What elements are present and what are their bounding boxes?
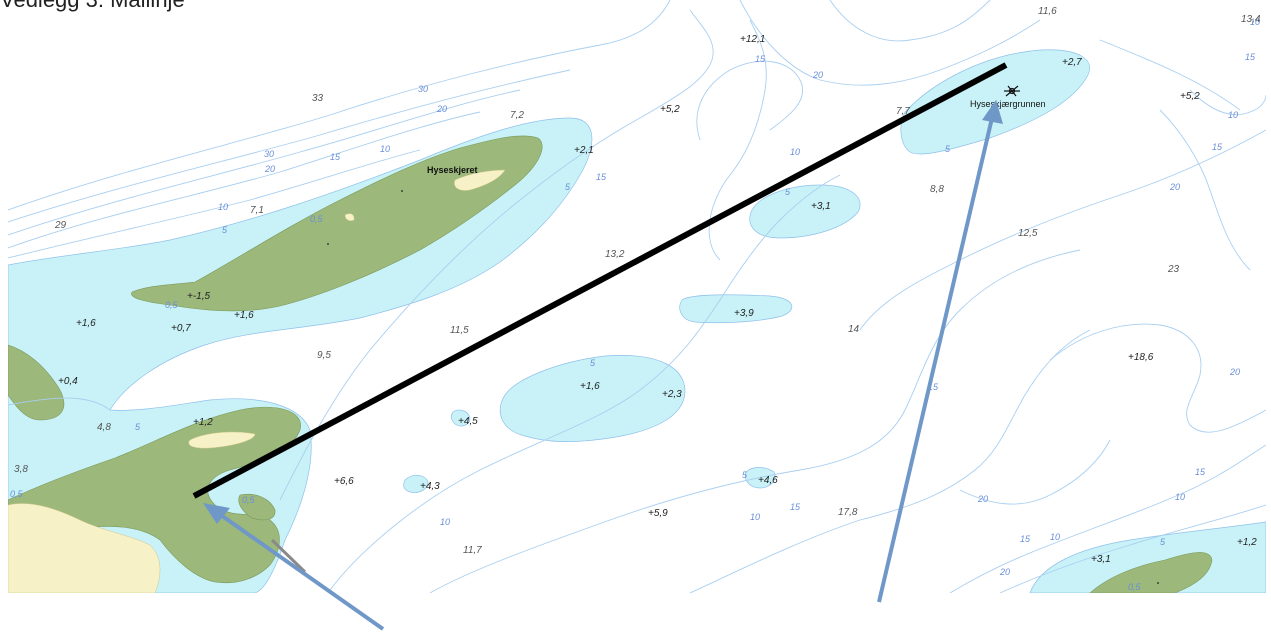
depth-value: 7,1 xyxy=(250,205,264,216)
shoal-name: Hyseskjærgrunnen xyxy=(970,99,1046,109)
depth-value: 12,5 xyxy=(1018,228,1038,239)
rock-dots xyxy=(327,190,1159,584)
sounding: +0,4 xyxy=(58,376,78,387)
depth-value: 4,8 xyxy=(97,422,111,433)
depth-value: 3,8 xyxy=(14,464,28,475)
contour-label: 20 xyxy=(999,567,1010,577)
wreck-symbol-icon xyxy=(1004,85,1020,97)
contour-label: 0,5 xyxy=(1128,582,1142,592)
depth-value: 7,2 xyxy=(510,110,524,121)
depth-value: 11,6 xyxy=(1038,6,1057,17)
contour-label: 5 xyxy=(222,225,228,235)
contour-label: 10 xyxy=(440,517,450,527)
contour-label: 20 xyxy=(812,70,823,80)
contour-label: 10 xyxy=(1228,110,1238,120)
sounding: +4,5 xyxy=(458,416,478,427)
contour-label: 15 xyxy=(596,172,607,182)
depth-value: 9,5 xyxy=(317,350,331,361)
sounding: +1,6 xyxy=(580,381,600,392)
sounding: +12,1 xyxy=(740,34,765,45)
pier xyxy=(270,538,307,574)
contour-labels: 30 20 30 20 15 10 10 5 0,5 0,5 5 15 20 1… xyxy=(10,17,1260,592)
sounding: +6,6 xyxy=(334,476,354,487)
sounding: +4,3 xyxy=(420,481,440,492)
contour-label: 30 xyxy=(418,84,428,94)
depth-value: 11,5 xyxy=(450,325,469,336)
sounding: +1,6 xyxy=(234,310,254,321)
contour-label: 15 xyxy=(928,382,939,392)
contour-label: 20 xyxy=(977,494,988,504)
contour-label: 5 xyxy=(565,182,571,192)
contour-label: 10 xyxy=(218,202,228,212)
depth-value: 7,7 xyxy=(896,106,910,117)
contour-label: 15 xyxy=(330,152,341,162)
arrow-left xyxy=(203,503,385,631)
contour-label: 15 xyxy=(790,502,801,512)
contour-label: 20 xyxy=(1169,182,1180,192)
sounding: +5,9 xyxy=(648,508,668,519)
contour-label: 15 xyxy=(1020,534,1031,544)
sounding: +1,6 xyxy=(76,318,96,329)
contour-label: 5 xyxy=(742,470,748,480)
dry-land xyxy=(8,169,506,593)
depth-values: 33 29 7,1 7,2 13,2 11,5 9,5 4,8 3,8 11,7… xyxy=(14,6,1261,556)
sounding: +2,7 xyxy=(1062,57,1082,68)
depth-value: 11,7 xyxy=(463,545,482,556)
depth-value: 17,8 xyxy=(838,507,858,518)
sounding: +2,1 xyxy=(574,145,594,156)
sounding: +18,6 xyxy=(1128,352,1154,363)
sounding: +2,3 xyxy=(662,389,682,400)
sounding: +5,2 xyxy=(1180,91,1200,102)
depth-contours xyxy=(8,0,1266,593)
contour-label: 15 xyxy=(1195,467,1206,477)
depth-value: 14 xyxy=(848,324,860,335)
sounding: +1,2 xyxy=(1237,537,1257,548)
contour-label: 5 xyxy=(945,144,951,154)
island-name: Hyseskjeret xyxy=(427,165,478,175)
contour-label: 20 xyxy=(1229,367,1240,377)
contour-label: 20 xyxy=(264,164,275,174)
sounding: +3,9 xyxy=(734,308,754,319)
contour-label: 10 xyxy=(1250,17,1260,27)
contour-label: 5 xyxy=(135,422,141,432)
contour-label: 10 xyxy=(750,512,760,522)
chart-area: 30 20 30 20 15 10 10 5 0,5 0,5 5 15 20 1… xyxy=(8,0,1266,593)
depth-value: 13,2 xyxy=(605,249,625,260)
sounding: +1,2 xyxy=(193,417,213,428)
contour-label: 0,5 xyxy=(242,495,256,505)
sounding: +3,1 xyxy=(811,201,831,212)
contour-label: 15 xyxy=(1245,52,1256,62)
land-areas xyxy=(8,135,1213,593)
contour-label: 15 xyxy=(755,54,766,64)
depth-value: 23 xyxy=(1167,264,1180,275)
depth-value: 8,8 xyxy=(930,184,944,195)
contour-label: 0,5 xyxy=(310,214,324,224)
sounding: +0,7 xyxy=(171,323,191,334)
sounding: +4,6 xyxy=(758,475,778,486)
soundings: +12,1 +5,2 +2,1 +-1,5 +1,6 +0,7 +1,6 +0,… xyxy=(58,34,1257,565)
contour-label: 10 xyxy=(1050,532,1060,542)
arrow-right xyxy=(877,100,1003,603)
target-line xyxy=(192,62,1008,499)
contour-label: 0,5 xyxy=(165,300,179,310)
contour-label: 10 xyxy=(380,144,390,154)
contour-label: 0,5 xyxy=(10,489,24,499)
page-title: Vedlegg 3: Mållinje xyxy=(0,0,185,13)
contour-label: 5 xyxy=(785,187,791,197)
depth-value: 13,4 xyxy=(1241,14,1261,25)
contour-label: 10 xyxy=(1175,492,1185,502)
depth-value: 33 xyxy=(312,93,324,104)
contour-label: 5 xyxy=(1160,537,1166,547)
contour-label: 20 xyxy=(436,104,447,114)
contour-label: 15 xyxy=(1212,142,1223,152)
depth-value: 29 xyxy=(54,220,67,231)
contour-label: 10 xyxy=(790,147,800,157)
contour-label: 5 xyxy=(590,358,596,368)
contour-label: 30 xyxy=(264,149,274,159)
sounding: +5,2 xyxy=(660,104,680,115)
sounding: +-1,5 xyxy=(187,291,211,302)
sounding: +3,1 xyxy=(1091,554,1111,565)
